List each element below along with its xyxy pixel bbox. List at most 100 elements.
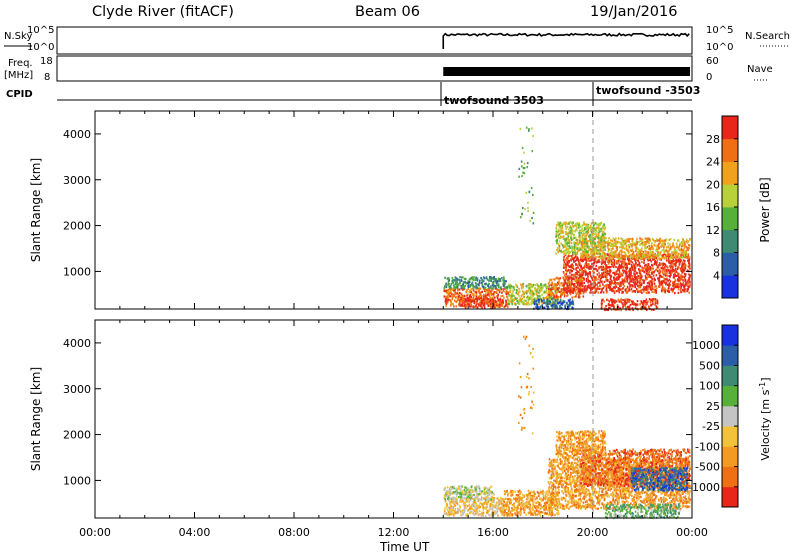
nsky-tick-top: 10^5 xyxy=(27,25,54,36)
data-cell xyxy=(598,244,601,248)
data-cell xyxy=(632,278,634,281)
data-cell xyxy=(644,257,646,260)
data-cell xyxy=(527,297,530,300)
data-cell xyxy=(456,499,458,502)
data-cell xyxy=(668,247,671,250)
data-cell xyxy=(597,281,599,284)
data-cell xyxy=(464,493,467,496)
data-cell xyxy=(496,497,499,500)
data-cell xyxy=(559,306,562,309)
data-cell xyxy=(499,287,502,290)
data-cell xyxy=(577,264,579,267)
data-cell xyxy=(621,246,624,249)
data-cell xyxy=(502,289,505,293)
data-cell xyxy=(608,265,610,269)
data-cell xyxy=(683,272,686,275)
data-cell xyxy=(621,272,623,275)
data-cell xyxy=(471,282,473,285)
data-cell xyxy=(541,302,544,305)
data-cell xyxy=(585,234,588,237)
data-cell xyxy=(590,283,592,286)
data-cell xyxy=(679,260,681,263)
data-cell xyxy=(473,503,476,506)
data-cell xyxy=(501,302,503,306)
data-cell xyxy=(462,500,465,503)
data-cell xyxy=(582,266,585,269)
data-cell xyxy=(676,258,678,261)
data-cell xyxy=(676,244,678,247)
data-cell xyxy=(676,257,678,260)
data-cell xyxy=(488,290,490,293)
data-cell xyxy=(453,291,456,294)
data-cell xyxy=(598,252,601,255)
data-cell xyxy=(635,247,637,250)
data-cell xyxy=(650,280,653,283)
data-cell xyxy=(517,301,519,304)
data-cell xyxy=(637,255,640,258)
data-cell xyxy=(462,276,464,279)
y-tick-label: 1000 xyxy=(63,265,91,278)
data-cell xyxy=(589,291,591,294)
data-cell xyxy=(566,222,569,225)
data-cell xyxy=(463,304,466,307)
data-cell xyxy=(494,285,497,288)
data-cell xyxy=(494,291,497,294)
data-cell xyxy=(581,244,584,247)
data-cell xyxy=(675,252,677,255)
data-cell xyxy=(608,274,611,277)
data-cell xyxy=(488,286,490,289)
data-cell xyxy=(657,266,660,269)
data-cell xyxy=(459,292,461,295)
data-cell xyxy=(610,308,613,311)
data-cell xyxy=(478,281,481,284)
data-cell xyxy=(627,244,630,247)
data-cell xyxy=(531,286,534,289)
data-cell xyxy=(547,305,549,308)
data-cell xyxy=(618,256,620,259)
data-cell xyxy=(557,247,559,250)
data-cell xyxy=(464,300,467,303)
data-cell xyxy=(565,226,568,229)
data-cell xyxy=(658,257,660,260)
data-cell xyxy=(457,507,459,510)
data-cell xyxy=(611,287,613,290)
data-cell xyxy=(556,287,559,290)
data-cell xyxy=(656,244,658,247)
data-cell xyxy=(462,513,465,516)
data-cell xyxy=(570,276,572,279)
data-cell xyxy=(663,262,666,266)
data-cell xyxy=(559,223,562,226)
data-cell xyxy=(603,252,606,255)
data-cell xyxy=(566,243,568,246)
data-cell xyxy=(642,302,644,305)
data-cell xyxy=(587,257,589,260)
data-cell xyxy=(470,299,472,302)
data-cell xyxy=(494,278,497,281)
data-cell xyxy=(475,291,477,294)
data-cell xyxy=(614,287,616,290)
data-cell xyxy=(614,299,617,302)
data-cell xyxy=(668,271,671,274)
data-cell xyxy=(572,250,574,254)
data-cell xyxy=(683,255,686,258)
data-cell xyxy=(640,238,643,241)
data-cell xyxy=(566,301,568,304)
data-cell xyxy=(491,304,493,307)
data-cell xyxy=(510,294,513,297)
data-cell xyxy=(564,223,567,226)
data-cell xyxy=(683,269,686,272)
data-cell xyxy=(563,293,566,296)
data-cell xyxy=(575,295,577,298)
data-cell xyxy=(587,275,589,278)
data-cell xyxy=(466,289,468,292)
data-cell xyxy=(594,282,596,285)
data-cell xyxy=(568,222,570,225)
data-cell xyxy=(473,285,476,288)
data-cell xyxy=(457,292,460,295)
data-cell xyxy=(666,277,668,280)
data-cell xyxy=(631,266,633,269)
data-cell xyxy=(624,276,627,279)
data-cell xyxy=(647,256,649,259)
data-cell xyxy=(537,298,540,301)
